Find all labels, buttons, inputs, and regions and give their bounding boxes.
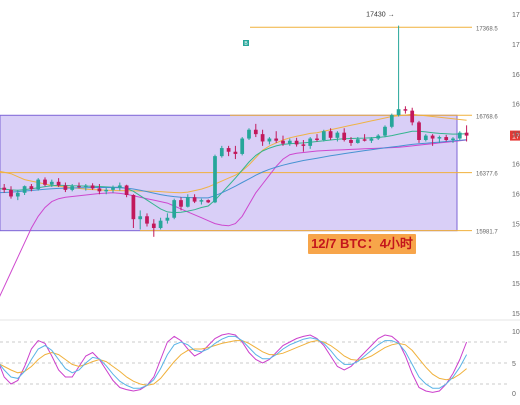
y-tick-label: 16 — [512, 162, 520, 169]
candle-body — [111, 187, 115, 190]
candle-body — [396, 109, 401, 116]
candle-body — [165, 217, 170, 221]
chart-caption: 12/7 BTC：4小时 — [308, 234, 416, 254]
candle-body — [56, 181, 61, 186]
candle-body — [301, 144, 306, 146]
candle-body — [430, 135, 435, 139]
candle-body — [199, 200, 204, 202]
candle-body — [77, 186, 81, 188]
level-label: 16377.6 — [476, 172, 498, 178]
candle-body — [260, 134, 265, 142]
candle-body — [437, 137, 442, 139]
candle-body — [233, 151, 238, 154]
candle-body — [29, 186, 34, 190]
candle-body — [36, 179, 41, 190]
candle-body — [145, 216, 149, 224]
candle-body — [423, 135, 428, 140]
candle-body — [9, 189, 13, 197]
candle-body — [308, 138, 313, 146]
osc-tick-label: 10 — [512, 329, 520, 336]
candle-body — [335, 132, 340, 138]
candle-body — [247, 129, 251, 139]
level-label: 16768.6 — [476, 114, 498, 120]
candle-body — [2, 187, 7, 190]
candle-body — [192, 197, 197, 202]
candle-body — [185, 197, 190, 207]
signal-marker-box — [243, 40, 249, 46]
candle-body — [219, 148, 224, 157]
candle-body — [179, 200, 183, 207]
candle-body — [464, 132, 469, 136]
candle-body — [267, 138, 272, 142]
candle-body — [389, 115, 394, 127]
candle-body — [294, 140, 299, 145]
candle-body — [369, 138, 374, 141]
osc-line — [0, 335, 468, 389]
candle-body — [287, 140, 292, 144]
indicator-line — [0, 130, 467, 214]
candle-body — [151, 223, 156, 228]
candle-body — [342, 132, 347, 140]
candle-body — [172, 200, 177, 218]
candle-body — [226, 148, 231, 152]
signal-marker: B — [244, 41, 248, 47]
y-tick-label: 15 — [512, 221, 520, 228]
current-price-box — [510, 130, 520, 141]
candle-body — [383, 126, 387, 136]
candle-body — [274, 138, 279, 141]
candle-body — [131, 195, 136, 220]
candle-body — [158, 220, 163, 228]
y-tick-label: 16 — [512, 102, 520, 109]
indicator-line — [0, 139, 467, 199]
y-tick-label: 15 — [512, 281, 520, 288]
level-label: 15981.7 — [476, 230, 498, 236]
peak-label: 17430 → — [366, 11, 394, 18]
candle-body — [97, 188, 102, 192]
candle-body — [417, 122, 421, 140]
candle-body — [104, 189, 109, 192]
candle-body — [376, 135, 381, 139]
candle-body — [206, 200, 211, 203]
candle-body — [90, 185, 95, 189]
level-label: 17368.5 — [476, 26, 498, 32]
candle-body — [362, 139, 367, 141]
current-price-tag: 17 — [512, 134, 520, 141]
candle-body — [22, 186, 27, 193]
candle-body — [281, 140, 285, 144]
y-tick-label: 17 — [512, 12, 520, 19]
y-tick-label: 16 — [512, 72, 520, 79]
y-tick-label: 17 — [512, 42, 520, 49]
candle-body — [451, 138, 455, 140]
candle-body — [83, 185, 88, 187]
candle-body — [403, 109, 408, 111]
candle-body — [213, 156, 217, 203]
y-tick-label: 15 — [512, 311, 520, 318]
candle-body — [457, 132, 462, 139]
osc-line — [0, 340, 467, 386]
candle-body — [15, 192, 20, 197]
osc-tick-label: 0 — [512, 391, 516, 398]
candle-body — [315, 138, 319, 140]
candle-body — [70, 186, 75, 190]
candle-body — [321, 131, 326, 140]
y-tick-label: 16 — [512, 191, 520, 198]
candle-body — [49, 181, 54, 185]
y-tick-label: 15 — [512, 251, 520, 258]
y-tick-label: 16 — [512, 132, 520, 139]
candle-body — [240, 138, 245, 154]
candle-body — [43, 179, 47, 185]
osc-tick-label: 5 — [512, 361, 516, 368]
candle-body — [444, 137, 449, 140]
candle-body — [328, 131, 333, 138]
candle-body — [117, 185, 122, 188]
candle-body — [138, 216, 143, 220]
candle-body — [124, 185, 129, 195]
candle-body — [253, 129, 258, 135]
candle-body — [355, 139, 360, 143]
candle-body — [349, 140, 353, 143]
candle-body — [63, 185, 68, 190]
candle-body — [410, 110, 415, 123]
